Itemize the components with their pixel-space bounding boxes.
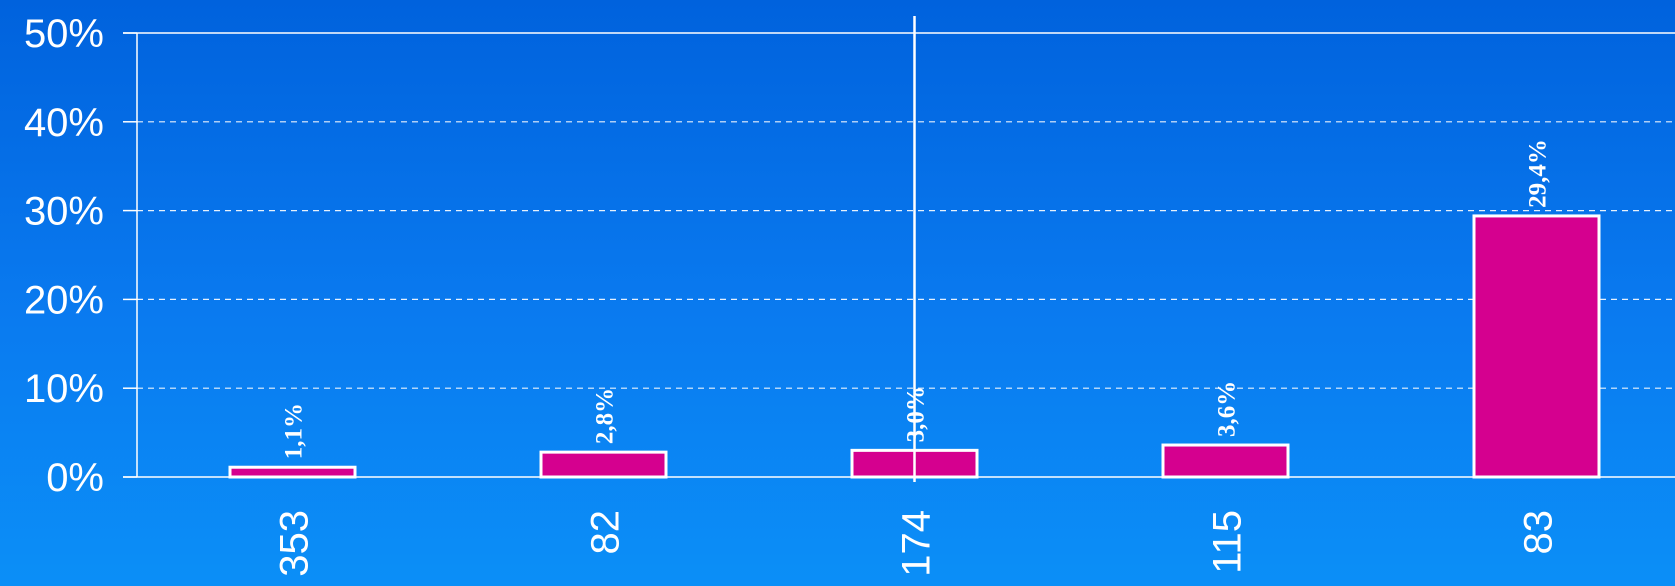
x-category-label: 174 <box>895 510 939 577</box>
x-category-label: 115 <box>1206 510 1250 574</box>
grid-lines <box>123 32 1675 389</box>
y-tick-label: 10% <box>24 367 104 411</box>
bar-data-label: 2,8% <box>592 388 619 444</box>
y-tick-label: 50% <box>24 12 104 56</box>
data-labels: 1,1% 2,8% 3,0% 3,6% 29,4% <box>281 139 1552 459</box>
x-category-label: 353 <box>273 510 317 577</box>
bar-data-label: 1,1% <box>281 403 308 459</box>
y-tick-label: 0% <box>46 456 104 500</box>
x-category-label: 83 <box>1517 510 1561 555</box>
bar-data-label: 3,0% <box>903 386 930 442</box>
y-tick-label: 20% <box>24 278 104 322</box>
axes <box>123 16 1675 482</box>
x-axis-category-labels: 353 82 174 115 83 <box>273 510 1561 577</box>
y-tick-label: 30% <box>24 190 104 234</box>
bar <box>1161 443 1290 479</box>
x-category-label: 82 <box>584 510 628 555</box>
bar <box>539 450 668 479</box>
bar-data-label: 3,6% <box>1214 381 1241 437</box>
bar <box>228 465 357 479</box>
bar <box>1472 214 1601 479</box>
bar-data-label: 29,4% <box>1525 139 1552 208</box>
y-axis-tick-labels: 0% 10% 20% 30% 40% 50% <box>24 12 104 500</box>
y-tick-label: 40% <box>24 101 104 145</box>
